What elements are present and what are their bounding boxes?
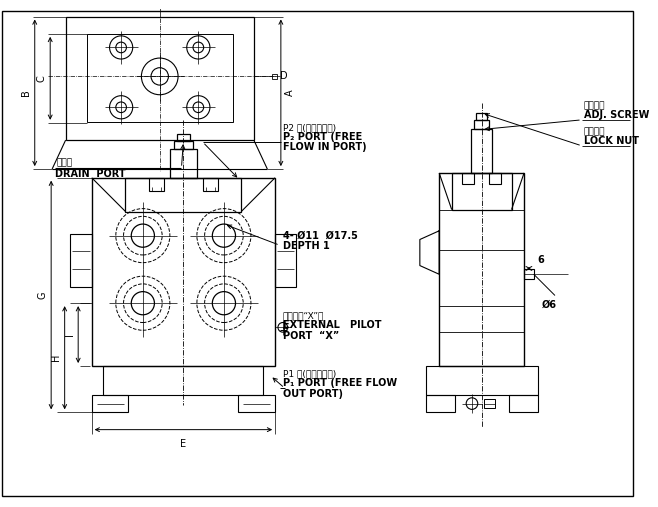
Text: B: B	[21, 89, 31, 96]
Bar	[174, 141, 193, 149]
Bar	[439, 173, 524, 366]
Bar	[170, 149, 197, 178]
Text: Ø6: Ø6	[542, 299, 557, 309]
Bar	[238, 395, 275, 412]
Text: FLOW IN PORT): FLOW IN PORT)	[283, 141, 367, 152]
Bar	[275, 234, 296, 287]
Bar	[524, 269, 534, 279]
Text: 調節螺絲: 調節螺絲	[584, 101, 605, 110]
Text: 4- Ø11  Ø17.5: 4- Ø11 Ø17.5	[283, 231, 358, 240]
Bar	[203, 178, 218, 191]
Text: OUT PORT): OUT PORT)	[283, 389, 343, 399]
Text: DRAIN  PORT: DRAIN PORT	[55, 169, 126, 179]
Bar	[476, 113, 488, 120]
Text: I: I	[65, 333, 75, 336]
Bar	[509, 395, 538, 412]
Text: EXTERNAL   PILOT: EXTERNAL PILOT	[283, 320, 381, 330]
Bar	[426, 395, 455, 412]
Text: 6: 6	[538, 255, 544, 265]
Text: 外部引導“X”口: 外部引導“X”口	[283, 312, 324, 320]
Bar	[451, 173, 511, 209]
Text: P₂ PORT (FREE: P₂ PORT (FREE	[283, 132, 362, 142]
Text: P1 口(自由流出口): P1 口(自由流出口)	[283, 370, 336, 379]
Bar	[126, 178, 241, 211]
Bar	[490, 173, 501, 185]
Text: H: H	[51, 354, 61, 361]
Text: 固定螺帽: 固定螺帽	[584, 127, 605, 136]
Bar	[91, 395, 128, 412]
Bar	[484, 399, 495, 409]
Text: LOCK NUT: LOCK NUT	[584, 136, 639, 146]
Text: 淥流口: 淥流口	[57, 158, 73, 167]
Bar	[176, 134, 190, 141]
Text: E: E	[180, 439, 186, 449]
Text: P2 口(自由流入口): P2 口(自由流入口)	[283, 123, 336, 132]
Text: C: C	[36, 75, 46, 82]
Bar	[70, 234, 91, 287]
Bar	[272, 75, 277, 79]
Bar	[66, 17, 254, 140]
Text: DEPTH 1: DEPTH 1	[283, 241, 330, 251]
Bar	[149, 178, 164, 191]
Text: P₁ PORT (FREE FLOW: P₁ PORT (FREE FLOW	[283, 378, 397, 388]
Bar	[474, 120, 490, 129]
Bar	[87, 34, 233, 122]
Text: ADJ. SCREW: ADJ. SCREW	[584, 110, 649, 120]
Text: G: G	[38, 291, 47, 299]
Bar	[471, 129, 492, 173]
Bar	[426, 366, 538, 395]
Bar	[463, 173, 474, 185]
Bar	[103, 366, 263, 395]
Text: PORT  “X”: PORT “X”	[283, 331, 339, 341]
Text: A: A	[285, 90, 295, 96]
Bar	[91, 178, 275, 366]
Text: D: D	[280, 71, 288, 82]
